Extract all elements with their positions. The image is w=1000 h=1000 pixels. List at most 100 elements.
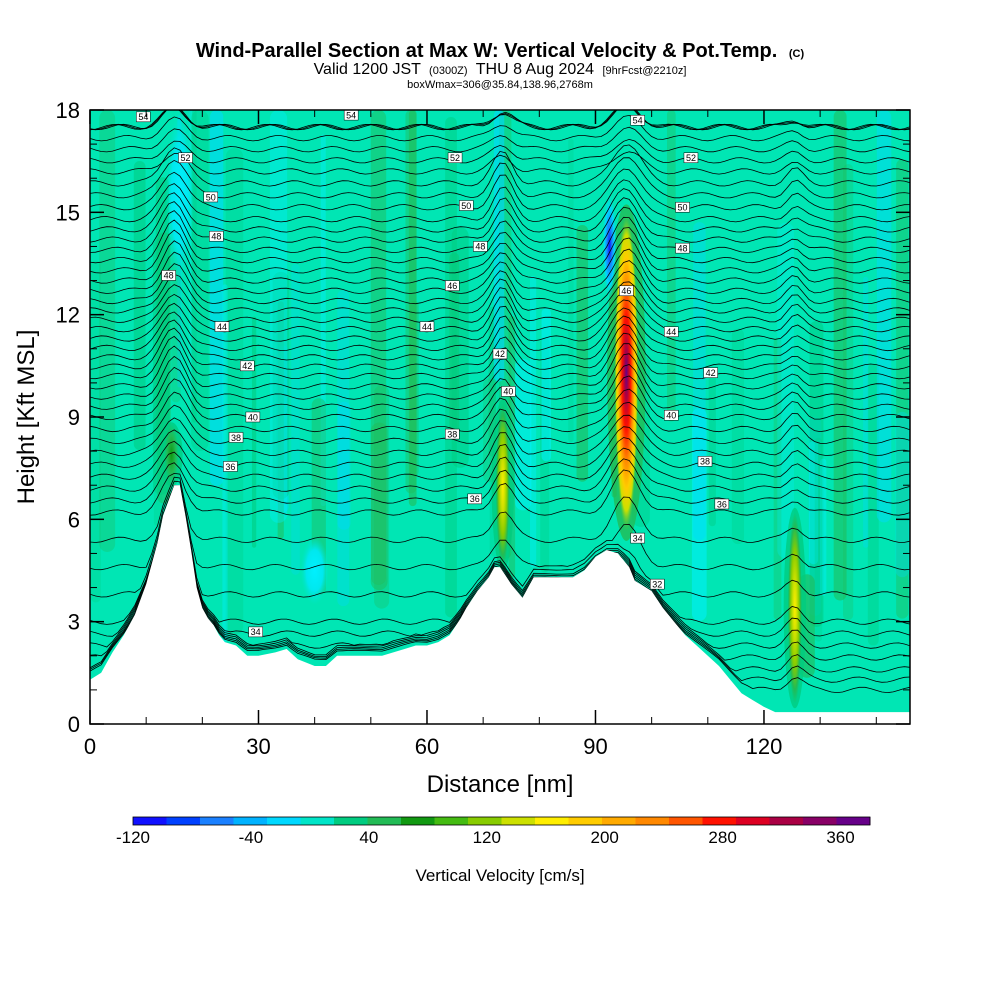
theta-contour-line: [90, 388, 910, 433]
updraft-core: [787, 512, 802, 704]
velocity-cores: [160, 110, 807, 709]
theta-contour-label: 40: [664, 410, 679, 421]
theta-contour-label: 44: [419, 321, 435, 332]
theta-contour-line: [90, 179, 910, 223]
theta-contour-line: [90, 343, 910, 390]
colorbar-swatch: [401, 817, 435, 825]
colorbar-swatch: [166, 817, 201, 825]
colorbar-swatch: [769, 817, 804, 825]
velocity-streak: [90, 260, 101, 603]
updraft-core: [614, 212, 639, 533]
theta-contour-line: [90, 270, 910, 314]
colorbar-tick-label: 360: [826, 828, 854, 847]
colorbar-swatch: [669, 817, 703, 825]
theta-contour-line: [90, 151, 910, 175]
theta-contour-line: [90, 216, 910, 264]
subtitle-valid: Valid 1200 JST: [314, 61, 422, 78]
colorbar-frame: [132, 816, 871, 826]
colorbar-swatch: [233, 817, 268, 825]
theta-contour-line: [90, 157, 910, 199]
colorbar-tick-label: 120: [473, 828, 501, 847]
theta-contour-line: [90, 248, 910, 294]
velocity-streak: [408, 110, 417, 507]
svg-text:Wind-Parallel Section at Max W: Wind-Parallel Section at Max W: Vertical…: [196, 40, 805, 62]
colorbar-swatch: [535, 817, 569, 825]
velocity-streak: [337, 401, 351, 530]
colorbar-swatch: [334, 817, 368, 825]
svg-text:44: 44: [666, 327, 676, 337]
velocity-streak: [269, 110, 288, 523]
svg-text:50: 50: [206, 192, 216, 202]
velocity-streak: [99, 110, 116, 552]
colorbar-swatch: [702, 817, 737, 825]
theta-contour-line: [90, 206, 910, 254]
theta-contour-line: [90, 480, 910, 571]
svg-text:42: 42: [706, 368, 716, 378]
theta-contour-line: [90, 260, 910, 305]
svg-text:54: 54: [633, 116, 643, 126]
velocity-streak: [568, 138, 574, 443]
updraft-core: [164, 423, 179, 486]
theta-contour-line: [90, 168, 910, 211]
theta-contour-label: 42: [703, 367, 718, 378]
velocity-streak: [369, 449, 387, 585]
x-tick-label: 30: [246, 734, 270, 759]
chart-title: Wind-Parallel Section at Max W: Vertical…: [196, 40, 777, 62]
theta-contour-line: [90, 493, 910, 649]
x-tick-label: 90: [583, 734, 607, 759]
colorbar-swatch: [635, 817, 670, 825]
theta-contour-line: [90, 414, 910, 456]
theta-contour-line: [90, 353, 910, 400]
colorbar-swatch: [568, 817, 603, 825]
velocity-streak: [576, 224, 589, 482]
y-tick-label: 15: [56, 200, 80, 225]
colorbar-swatch: [602, 817, 636, 825]
theta-contour-label: 44: [214, 321, 230, 332]
theta-contour-label: 50: [675, 201, 690, 213]
velocity-streak: [895, 411, 909, 578]
theta-contour-label: 54: [343, 110, 359, 120]
theta-contour-label: 34: [248, 626, 263, 637]
velocity-streak: [708, 368, 716, 527]
svg-text:34: 34: [251, 627, 261, 637]
velocity-streak: [809, 440, 819, 565]
x-tick-label: 0: [84, 734, 96, 759]
velocity-streak: [731, 328, 745, 545]
theta-contour-line: [90, 495, 910, 661]
subtitle-utc: (0300Z): [429, 65, 468, 77]
theta-contour-label: 36: [467, 493, 482, 504]
svg-text:48: 48: [475, 242, 485, 252]
svg-text:52: 52: [180, 153, 190, 163]
velocity-streak: [276, 310, 281, 482]
theta-contour-label: 44: [664, 326, 679, 337]
theta-contour-label: 38: [697, 456, 713, 467]
theta-contour-label: 40: [501, 386, 516, 397]
theta-contour-label: 36: [223, 461, 238, 472]
colorbar-swatch: [133, 817, 167, 825]
terrain: [90, 485, 910, 724]
svg-text:54: 54: [138, 112, 148, 122]
velocity-streak: [370, 110, 387, 585]
theta-contour-label: 36: [714, 498, 730, 509]
colorbar: -120 -40 40 120 200 280 360: [116, 816, 871, 847]
y-tick-label: 0: [68, 712, 80, 737]
svg-text:52: 52: [686, 153, 696, 163]
colorbar-swatch: [367, 817, 402, 825]
title-mark: (C): [789, 48, 805, 60]
downdraft-core: [602, 191, 617, 302]
velocity-streak: [529, 275, 537, 568]
velocity-streak: [867, 363, 879, 646]
velocity-streak: [863, 276, 869, 548]
svg-text:42: 42: [495, 349, 505, 359]
colorbar-tick-label: -40: [239, 828, 264, 847]
theta-contour-line: [90, 138, 910, 164]
velocity-streak: [374, 385, 390, 609]
velocity-streak: [843, 164, 854, 620]
downdraft-core: [300, 536, 329, 605]
colorbar-swatch: [736, 817, 770, 825]
velocity-streak: [777, 222, 795, 559]
x-tick-label: 120: [746, 734, 783, 759]
theta-contour-label: 48: [473, 241, 488, 252]
theta-contour-line: [90, 458, 910, 504]
